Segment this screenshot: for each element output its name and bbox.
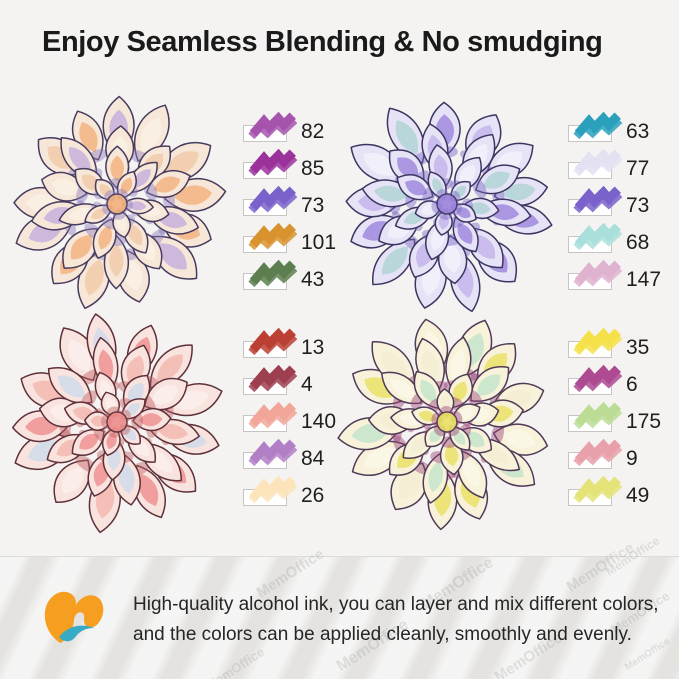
swatch-number: 84 [301,447,325,470]
page-title: Enjoy Seamless Blending & No smudging [42,26,603,58]
swatch-row: 6 [568,363,679,400]
marker-scribble-icon [573,185,623,214]
swatch-row: 84 [243,437,378,474]
swatch-row: 77 [568,147,679,184]
swatch-number: 43 [301,268,325,291]
marker-scribble-icon [248,259,298,288]
swatch-row: 26 [243,474,378,511]
petal [143,170,191,201]
petal [130,407,172,432]
swatch-number: 9 [626,447,638,470]
swatch-list-pink: 13 4 140 84 26 [243,326,378,511]
swatch-row: 175 [568,400,679,437]
marker-scribble-icon [573,148,623,177]
swatch-number: 77 [626,157,650,180]
swatch-row: 147 [568,258,679,295]
marker-scribble-icon [573,401,623,430]
swatch-number: 49 [626,484,650,507]
logo-wave-shape [59,625,95,642]
marker-scribble-icon [573,259,623,288]
petal [396,174,437,204]
flower-core [106,411,128,433]
swatch-row: 140 [243,400,378,437]
marker-scribble-icon [573,327,623,356]
swatch-row: 73 [568,184,679,221]
logo-m-shape [44,591,104,644]
marker-scribble-icon [573,222,623,251]
brand-logo [44,591,104,644]
swatch-list-peach: 82 85 73 101 43 [243,110,378,295]
swatch-number: 73 [626,194,650,217]
petal [465,366,510,408]
swatch-number: 4 [301,373,313,396]
swatch-number: 63 [626,120,650,143]
petal [62,223,104,269]
swatch-row: 43 [243,258,378,295]
swatch-list-yellow: 35 6 175 9 49 [568,326,679,511]
swatch-row: 9 [568,437,679,474]
swatch-number: 35 [626,336,650,359]
marker-scribble-icon [248,148,298,177]
footer-band: MemOffice MemOffice MemOffice MemOffice MemO… [0,533,679,679]
marker-scribble-icon [573,364,623,393]
swatch-row: 68 [568,221,679,258]
swatch-row: 35 [568,326,679,363]
swatch-number: 82 [301,120,325,143]
marker-scribble-icon [248,438,298,467]
swatch-number: 101 [301,231,337,254]
peach-succulent-illustration [13,95,227,310]
pink-succulent-illustration [11,313,223,534]
petal [53,454,96,504]
footer-description: High-quality alcohol ink, you can layer … [133,590,659,650]
swatch-row: 82 [243,110,378,147]
flower-core [106,193,128,215]
marker-scribble-icon [248,364,298,393]
marker-scribble-icon [248,185,298,214]
petal [472,164,521,199]
petal [47,367,97,410]
footer-line-2: and the colors can be applied cleanly, s… [133,624,632,645]
marker-scribble-icon [573,438,623,467]
petal [449,214,479,253]
footer-line-1: High-quality alcohol ink, you can layer … [133,594,659,615]
swatch-number: 140 [301,410,337,433]
swatch-row: 49 [568,474,679,511]
marker-scribble-icon [573,475,623,504]
flower-core [436,411,458,433]
swatch-number: 13 [301,336,325,359]
swatch-row: 4 [243,363,378,400]
swatch-number: 85 [301,157,325,180]
marker-scribble-icon [248,111,298,140]
swatch-row: 101 [243,221,378,258]
swatch-number: 68 [626,231,650,254]
swatch-row: 85 [243,147,378,184]
yellow-succulent-illustration [337,318,549,531]
swatch-number: 147 [626,268,662,291]
swatch-number: 6 [626,373,638,396]
swatch-number: 73 [301,194,325,217]
swatch-list-purple: 63 77 73 68 147 [568,110,679,295]
petal [41,171,90,204]
swatch-number: 26 [301,484,325,507]
purple-succulent-illustration [345,101,553,313]
swatch-row: 13 [243,326,378,363]
marker-scribble-icon [248,401,298,430]
marker-scribble-icon [573,111,623,140]
petal [446,373,473,411]
swatch-row: 63 [568,110,679,147]
marker-scribble-icon [248,475,298,504]
marker-scribble-icon [248,222,298,251]
petal [411,406,444,427]
swatch-number: 175 [626,410,662,433]
marker-scribble-icon [248,327,298,356]
swatch-row: 73 [243,184,378,221]
flower-core [436,193,458,215]
